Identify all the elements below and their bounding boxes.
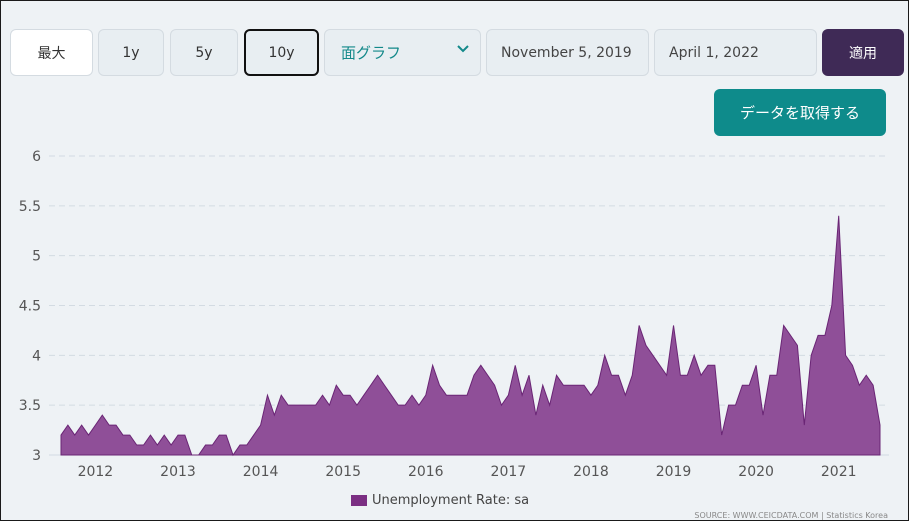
chart-type-select[interactable]: 面グラフ: [324, 29, 481, 76]
x-tick-label: 2016: [408, 464, 444, 480]
x-tick-label: 2020: [738, 464, 774, 480]
y-tick-label: 6: [32, 149, 41, 165]
x-tick-label: 2014: [243, 464, 279, 480]
source-note: SOURCE: WWW.CEICDATA.COM | Statistics Ko…: [694, 511, 888, 520]
x-tick-label: 2021: [821, 464, 857, 480]
y-tick-label: 4.5: [19, 299, 41, 315]
legend: Unemployment Rate: sa: [351, 493, 529, 508]
x-tick-label: 2013: [160, 464, 196, 480]
x-tick-label: 2017: [491, 464, 527, 480]
y-tick-label: 4: [32, 348, 41, 364]
x-tick-label: 2019: [656, 464, 692, 480]
legend-swatch: [351, 495, 367, 506]
y-tick-label: 5: [32, 249, 41, 265]
end-date-input[interactable]: April 1, 2022: [654, 29, 817, 76]
series-area-unemployment-rate: [60, 215, 881, 457]
range-10y-button[interactable]: 10y: [244, 29, 319, 76]
x-tick-label: 2015: [325, 464, 361, 480]
fetch-data-button[interactable]: データを取得する: [714, 89, 886, 136]
range-5y-button[interactable]: 5y: [170, 29, 238, 76]
start-date-input[interactable]: November 5, 2019: [486, 29, 649, 76]
y-tick-label: 5.5: [19, 199, 41, 215]
chevron-down-icon: [456, 42, 470, 60]
chart-type-value: 面グラフ: [341, 44, 402, 62]
x-tick-label: 2012: [78, 464, 114, 480]
range-max-button[interactable]: 最大: [10, 29, 93, 76]
apply-button[interactable]: 適用: [822, 29, 904, 76]
x-tick-label: 2018: [573, 464, 609, 480]
y-tick-label: 3.5: [19, 398, 41, 414]
range-1y-button[interactable]: 1y: [98, 29, 164, 76]
y-tick-label: 3: [32, 448, 41, 464]
legend-label: Unemployment Rate: sa: [372, 493, 530, 508]
